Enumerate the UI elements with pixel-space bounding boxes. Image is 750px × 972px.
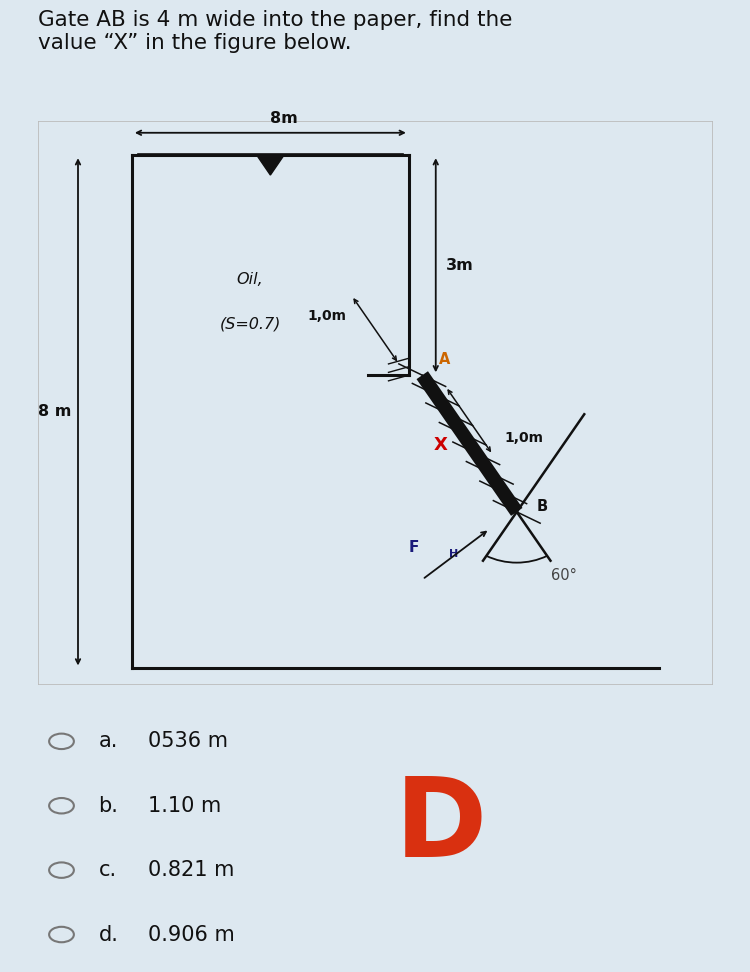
Text: D: D — [394, 773, 487, 880]
Text: 0.906 m: 0.906 m — [148, 924, 235, 945]
Text: X: X — [433, 435, 447, 454]
Text: 0536 m: 0536 m — [148, 731, 228, 751]
Text: 1,0m: 1,0m — [504, 431, 543, 444]
Polygon shape — [256, 156, 284, 175]
Text: 60°: 60° — [550, 569, 576, 583]
Text: 0.821 m: 0.821 m — [148, 860, 235, 880]
Text: 3m: 3m — [446, 258, 474, 273]
Text: Oil,: Oil, — [237, 272, 263, 287]
Text: 8m: 8m — [270, 111, 298, 126]
Text: 8 m: 8 m — [38, 404, 71, 419]
Text: B: B — [537, 499, 548, 514]
Text: c.: c. — [99, 860, 117, 880]
Text: d.: d. — [99, 924, 118, 945]
Text: a.: a. — [99, 731, 118, 751]
Text: b.: b. — [99, 796, 118, 816]
Text: 1.10 m: 1.10 m — [148, 796, 221, 816]
Text: A: A — [440, 352, 451, 366]
Text: 1,0m: 1,0m — [307, 309, 346, 323]
Text: F: F — [409, 540, 419, 555]
Text: H: H — [449, 548, 458, 559]
Text: (S=0.7): (S=0.7) — [220, 317, 280, 332]
Text: Gate AB is 4 m wide into the paper, find the
value “X” in the figure below.: Gate AB is 4 m wide into the paper, find… — [38, 10, 512, 52]
